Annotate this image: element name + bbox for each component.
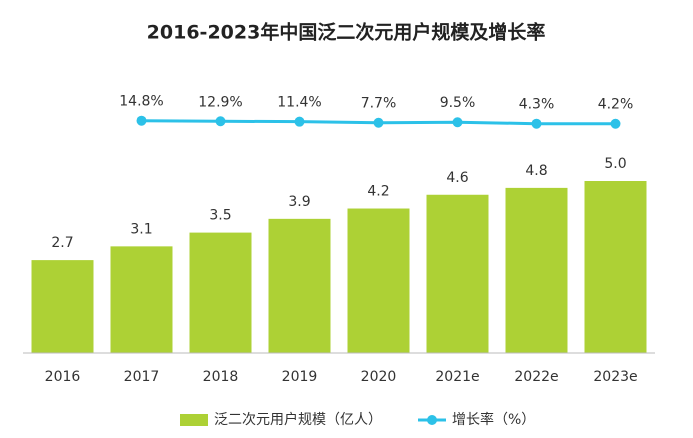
bar-value-label: 4.8 — [525, 163, 547, 179]
x-tick-label: 2022e — [514, 369, 558, 385]
x-tick-label: 2023e — [593, 369, 637, 385]
line-value-label: 11.4% — [277, 95, 321, 111]
x-tick-label: 2018 — [203, 369, 239, 385]
bar-value-label: 3.1 — [130, 221, 152, 237]
bar — [426, 194, 489, 353]
x-tick-label: 2016 — [45, 369, 81, 385]
bar-value-label: 3.9 — [288, 194, 310, 210]
bar-value-label: 2.7 — [51, 235, 73, 251]
x-tick-label: 2020 — [361, 369, 397, 385]
bar — [189, 232, 252, 353]
bar — [505, 187, 568, 353]
x-tick-label: 2017 — [124, 369, 160, 385]
bar — [347, 208, 410, 353]
legend-swatch — [427, 415, 437, 425]
bar — [268, 218, 331, 353]
bar — [110, 246, 173, 353]
line-point — [215, 116, 226, 127]
line-point — [136, 115, 147, 126]
line-point — [294, 116, 305, 127]
bar — [31, 260, 94, 353]
line-value-label: 9.5% — [440, 95, 476, 111]
legend-swatch — [180, 414, 208, 426]
legend-label: 泛二次元用户规模（亿人） — [214, 411, 382, 428]
line-point — [373, 117, 384, 128]
line-value-label: 7.7% — [361, 96, 397, 112]
line-value-label: 4.2% — [598, 97, 634, 113]
bar-value-label: 5.0 — [604, 156, 626, 172]
bar — [584, 181, 647, 353]
line-value-label: 12.9% — [198, 94, 242, 110]
x-tick-label: 2019 — [282, 369, 318, 385]
chart-title: 2016-2023年中国泛二次元用户规模及增长率 — [147, 21, 546, 44]
x-tick-label: 2021e — [435, 369, 479, 385]
line-value-label: 4.3% — [519, 97, 555, 113]
bar-value-label: 3.5 — [209, 208, 231, 224]
line-point — [610, 118, 621, 129]
line-point — [531, 118, 542, 129]
line-point — [452, 117, 463, 128]
line-value-label: 14.8% — [119, 94, 163, 110]
bar-value-label: 4.2 — [367, 184, 389, 200]
legend-label: 增长率（%） — [452, 411, 535, 428]
bar-value-label: 4.6 — [446, 170, 468, 186]
